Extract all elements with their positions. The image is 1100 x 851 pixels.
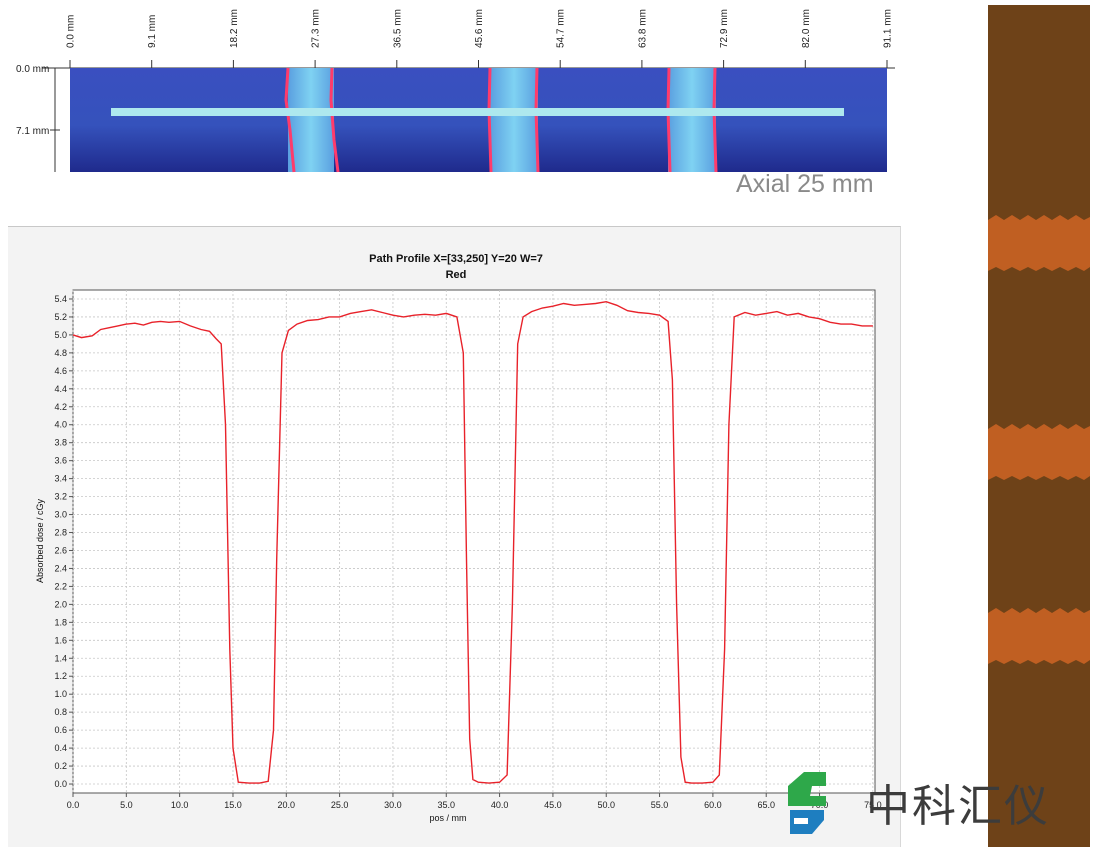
x-tick-label: 65.0	[757, 800, 775, 810]
y-tick-label: 4.4	[54, 384, 67, 394]
ruler-label: 91.1 mm	[883, 9, 894, 48]
y-tick-label: 1.8	[54, 617, 67, 627]
film-image	[70, 67, 887, 173]
y-tick-label: 1.6	[54, 635, 67, 645]
x-tick-label: 15.0	[224, 800, 242, 810]
brand-logo-icon	[788, 772, 826, 834]
series-line-red	[72, 300, 873, 784]
x-tick-label: 35.0	[438, 800, 456, 810]
y-tick-label: 4.6	[54, 366, 67, 376]
ruler-label: 18.2 mm	[229, 9, 240, 48]
x-tick-label: 25.0	[331, 800, 349, 810]
y-tick-label: 1.0	[54, 689, 67, 699]
y-tick-label: 2.4	[54, 563, 67, 573]
brand-name: 中科汇仪	[866, 781, 1050, 832]
y-tick-label: 2.2	[54, 581, 67, 591]
y-tick-label: 3.0	[54, 510, 67, 520]
plot-area	[72, 289, 876, 794]
x-tick-label: 40.0	[491, 800, 509, 810]
grid-lines	[72, 290, 875, 793]
ruler-label: 63.8 mm	[637, 9, 648, 48]
y-axis-label: Absorbed dose / cGy	[35, 498, 45, 583]
ruler-label: 72.9 mm	[719, 9, 730, 48]
film-strip-photo	[988, 5, 1090, 847]
x-tick-label: 20.0	[278, 800, 296, 810]
x-tick-label: 55.0	[651, 800, 669, 810]
ruler-label: 54.7 mm	[556, 9, 567, 48]
y-tick-label: 4.8	[54, 348, 67, 358]
profile-chart: Path Profile X=[33,250] Y=20 W=7 Red 0.0…	[8, 226, 901, 847]
y-tick-label: 1.2	[54, 671, 67, 681]
ruler-label: 82.0 mm	[801, 9, 812, 48]
y-tick-label: 0.4	[54, 743, 67, 753]
y-tick-label: 4.0	[54, 420, 67, 430]
ruler-label: 0.0 mm	[66, 15, 77, 48]
x-tick-label: 0.0	[67, 800, 80, 810]
x-axis-label: pos / mm	[429, 813, 466, 823]
y-tick-label: 3.4	[54, 474, 67, 484]
film-image-panel: 0.0 mm 9.1 mm 18.2 mm 27.3 mm 36.5 mm 45.6 mm…	[0, 0, 900, 178]
x-tick-label: 45.0	[544, 800, 562, 810]
ruler-label: 36.5 mm	[392, 9, 403, 48]
brand-logo	[788, 772, 826, 834]
y-tick-label: 5.2	[54, 312, 67, 322]
y-tick-label: 3.8	[54, 438, 67, 448]
y-tick-label: 0.6	[54, 725, 67, 735]
y-tick-label: 2.0	[54, 599, 67, 609]
x-tick-label: 10.0	[171, 800, 189, 810]
profile-path-line	[111, 108, 844, 116]
y-tick-label: 5.0	[54, 330, 67, 340]
y-tick-label: 3.6	[54, 456, 67, 466]
x-tick-label: 75.0	[864, 800, 882, 810]
ruler-label: 27.3 mm	[311, 9, 322, 48]
y-tick-label: 5.4	[54, 294, 67, 304]
axial-caption: Axial 25 mm	[736, 170, 874, 198]
x-tick-label: 30.0	[384, 800, 402, 810]
y-tick-label: 0.8	[54, 707, 67, 717]
ruler-label: 9.1 mm	[147, 15, 158, 48]
y-tick-label: 2.8	[54, 528, 67, 538]
y-tick-label: 2.6	[54, 545, 67, 555]
y-label-1: 7.1 mm	[16, 126, 49, 137]
y-tick-label: 0.2	[54, 761, 67, 771]
chart-subtitle: Red	[446, 269, 467, 281]
x-tick-label: 60.0	[704, 800, 722, 810]
y-tick-label: 0.0	[54, 779, 67, 789]
y-tick-label: 4.2	[54, 402, 67, 412]
x-tick-label: 50.0	[597, 800, 615, 810]
y-label-0: 0.0 mm	[16, 64, 49, 75]
ruler-ticks: 0.0 mm 9.1 mm 18.2 mm 27.3 mm 36.5 mm 45.6 mm…	[66, 9, 894, 68]
y-tick-label: 1.4	[54, 653, 67, 663]
x-tick-label: 5.0	[120, 800, 133, 810]
y-tick-label: 3.2	[54, 492, 67, 502]
chart-title: Path Profile X=[33,250] Y=20 W=7	[369, 253, 543, 265]
ruler-label: 45.6 mm	[474, 9, 485, 48]
